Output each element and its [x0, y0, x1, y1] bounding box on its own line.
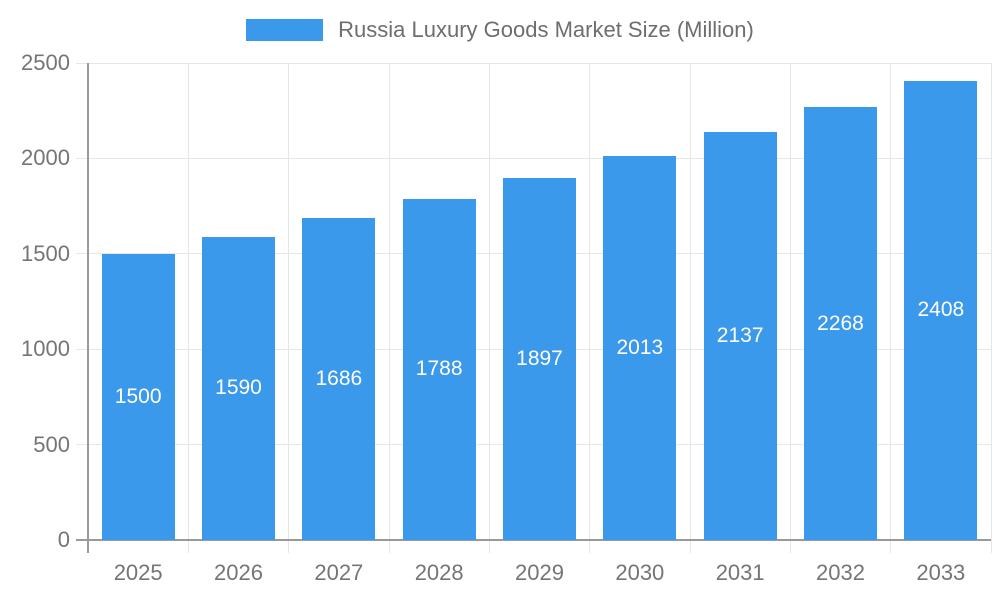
x-axis-line — [76, 539, 991, 541]
gridline-v — [388, 63, 390, 553]
y-tick-label: 500 — [33, 431, 70, 457]
bar[interactable] — [402, 198, 476, 540]
x-tick-label: 2029 — [515, 560, 564, 585]
x-tick-label: 2027 — [314, 560, 364, 585]
x-tick-label: 2026 — [214, 560, 263, 585]
gridline-h — [76, 62, 991, 64]
x-tick-label: 2030 — [615, 560, 665, 585]
x-tick-label: 2033 — [916, 560, 966, 585]
bar-value-label: 2408 — [917, 298, 965, 322]
bar-value-label: 1590 — [215, 376, 262, 400]
chart-legend[interactable]: Russia Luxury Goods Market Size (Million… — [0, 17, 1000, 43]
gridline-v — [589, 63, 591, 553]
bar[interactable] — [503, 178, 576, 540]
bar[interactable] — [603, 155, 677, 540]
gridline-v — [187, 63, 189, 553]
y-tick-label: 1000 — [21, 336, 70, 362]
y-tick-label: 1500 — [21, 240, 70, 266]
gridline-v — [488, 63, 490, 553]
gridline-v — [689, 63, 691, 553]
legend-label: Russia Luxury Goods Market Size (Million… — [338, 17, 754, 42]
bar-value-label: 1788 — [415, 357, 463, 381]
legend-swatch-icon — [246, 19, 324, 41]
gridline-v — [288, 63, 290, 553]
bar-value-label: 2268 — [817, 311, 864, 335]
bar-value-label: 2013 — [616, 335, 664, 359]
bar-value-label: 1686 — [315, 367, 363, 391]
x-tick-label: 2032 — [816, 560, 865, 585]
bar[interactable] — [904, 80, 978, 540]
x-tick-label: 2031 — [715, 560, 765, 585]
gridline-h — [76, 157, 991, 159]
gridline-v — [890, 63, 892, 553]
gridline-v — [990, 63, 992, 553]
x-tick-label: 2025 — [113, 560, 163, 585]
bar[interactable] — [804, 107, 877, 540]
y-tick-label: 2000 — [21, 145, 70, 171]
bar[interactable] — [703, 132, 777, 540]
bar[interactable] — [101, 253, 175, 540]
y-axis-line — [87, 63, 89, 553]
y-tick-label: 2500 — [21, 50, 70, 75]
bar-value-label: 2137 — [716, 324, 764, 348]
bar-value-label: 1500 — [114, 384, 162, 408]
bar[interactable] — [302, 218, 376, 540]
bar[interactable] — [202, 236, 275, 540]
bar-value-label: 1897 — [516, 347, 563, 371]
gridline-v — [789, 63, 791, 553]
y-tick-label: 0 — [57, 527, 70, 552]
x-tick-label: 2028 — [414, 560, 464, 585]
